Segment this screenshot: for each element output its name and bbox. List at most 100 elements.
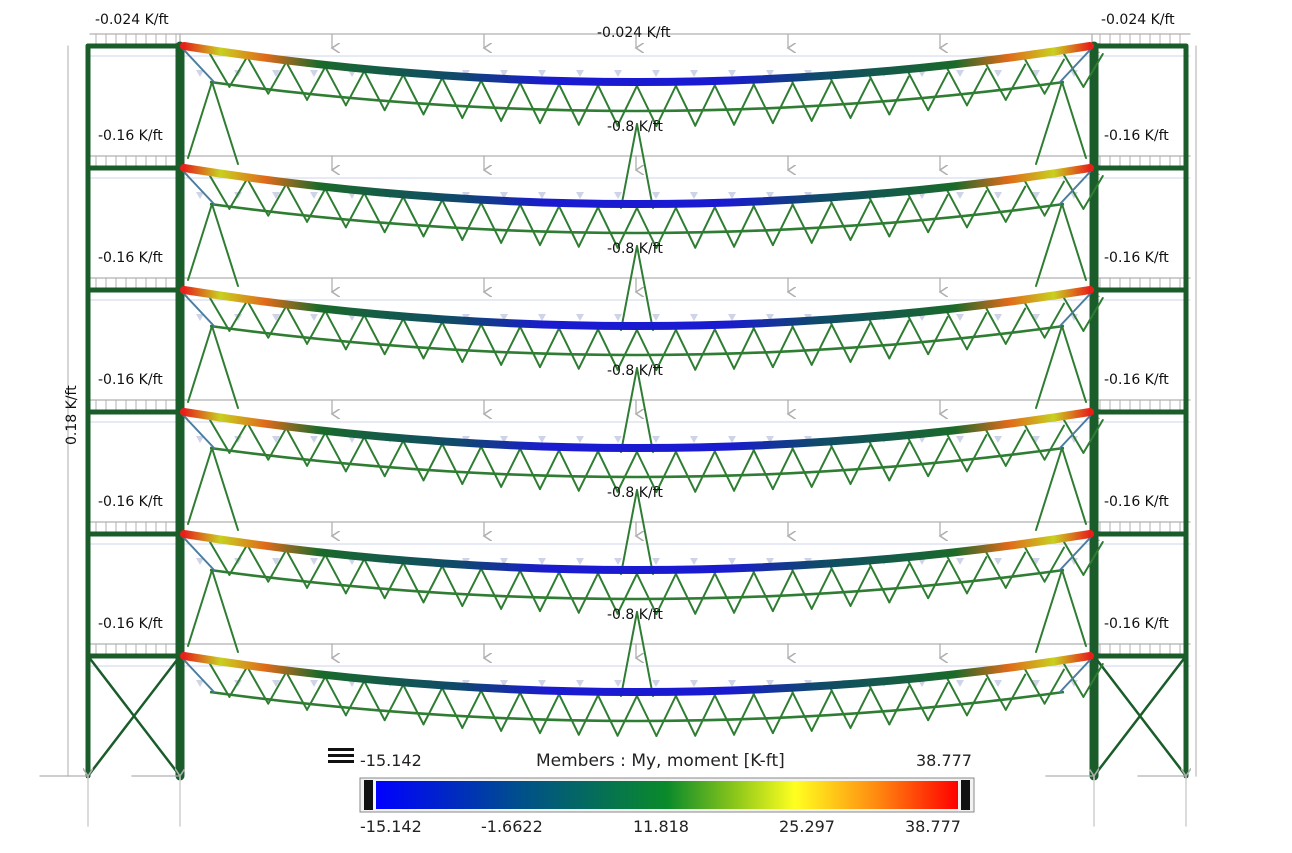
load-arrow-faint (310, 436, 318, 443)
truss-web (344, 556, 367, 595)
load-arrow-faint (956, 436, 964, 443)
truss-strut (211, 447, 239, 531)
truss-strut (1035, 325, 1063, 409)
truss-web (655, 85, 677, 127)
brace (86, 654, 182, 778)
legend-tick: -15.142 (360, 817, 422, 836)
load-arrow-faint (538, 436, 546, 443)
truss-web (480, 324, 503, 366)
load-arrow-faint (500, 680, 508, 687)
truss-web (733, 571, 755, 614)
truss-strut (1035, 447, 1063, 531)
truss-web (1043, 180, 1065, 217)
truss-web (616, 694, 638, 737)
truss-web (694, 694, 716, 737)
load-arrow-faint (196, 192, 204, 199)
truss-web (597, 328, 619, 371)
truss-web (325, 68, 347, 107)
menu-icon[interactable] (328, 748, 354, 763)
load-arrow-faint (1032, 70, 1040, 77)
load-arrow-faint (500, 70, 508, 77)
truss-web (441, 322, 464, 363)
truss-web (1004, 185, 1027, 223)
truss-web (228, 175, 250, 210)
truss-strut (1035, 81, 1063, 165)
load-arrow-faint (1032, 680, 1040, 687)
truss-web (771, 692, 794, 735)
truss-web (209, 53, 231, 88)
truss-web (927, 682, 949, 722)
truss-web (306, 307, 328, 345)
truss-web (907, 72, 930, 112)
truss-web (209, 663, 231, 698)
floor-load-right-label: -0.16 K/ft (1104, 372, 1169, 388)
truss-web (461, 444, 483, 485)
truss-web (577, 449, 600, 492)
load-arrow-faint (690, 436, 698, 443)
truss-web (965, 190, 988, 229)
truss-web (636, 207, 658, 249)
truss-web (713, 571, 736, 614)
load-arrow-faint (1070, 436, 1078, 443)
legend-min-handle[interactable] (364, 780, 373, 810)
truss-web (422, 685, 444, 726)
load-arrow-faint (500, 192, 508, 199)
load-arrow-faint (728, 314, 736, 321)
truss-web (247, 180, 270, 217)
load-arrow-faint (310, 314, 318, 321)
truss-web (228, 53, 250, 88)
legend-max-handle[interactable] (961, 780, 970, 810)
load-arrow-faint (310, 680, 318, 687)
truss-web (577, 83, 600, 126)
truss-web (500, 446, 522, 488)
truss-web (422, 319, 444, 360)
truss-web (771, 82, 794, 125)
load-arrow-faint (956, 192, 964, 199)
truss-web (538, 204, 561, 247)
truss-web (616, 328, 638, 371)
truss-web (694, 84, 716, 127)
truss-web (927, 438, 949, 478)
truss-end-diagonal (183, 293, 215, 327)
truss-web (247, 58, 270, 95)
truss-web (849, 444, 871, 485)
truss-web (636, 85, 658, 127)
truss-web (597, 694, 619, 737)
truss-web (674, 84, 697, 127)
frame-structure (39, 33, 1197, 827)
load-arrow-faint (690, 558, 698, 565)
truss-web (306, 551, 328, 589)
truss-web (927, 194, 949, 234)
load-arrow-faint (500, 436, 508, 443)
truss-web (1004, 307, 1027, 345)
truss-web (286, 429, 309, 467)
truss-web (965, 68, 988, 107)
truss-web (791, 568, 813, 610)
truss-web (247, 546, 270, 583)
floor-load-left-label: -0.16 K/ft (98, 128, 163, 144)
floor-load-center-label: -0.8 K/ft (607, 485, 663, 501)
truss-web (1082, 297, 1104, 332)
truss-web (1043, 668, 1065, 705)
legend-title: Members : My, moment [K-ft] (536, 751, 785, 771)
truss-web (267, 546, 289, 583)
truss-web (441, 566, 464, 607)
load-arrow-faint (1070, 70, 1078, 77)
load-arrow-faint (196, 436, 204, 443)
truss-strut (211, 325, 239, 409)
truss-web (577, 205, 600, 248)
truss-web (228, 663, 250, 698)
center-hanger (636, 245, 654, 331)
truss-web (946, 190, 968, 229)
truss-web (1063, 541, 1085, 576)
load-arrow-faint (538, 70, 546, 77)
truss-web (1063, 663, 1085, 698)
truss-web (597, 206, 619, 249)
floor-load-left-label: -0.16 K/ft (98, 494, 163, 510)
center-hanger (636, 367, 654, 453)
truss-web (1004, 551, 1027, 589)
truss-web (1004, 429, 1027, 467)
truss-web (1024, 180, 1046, 217)
load-arrow-faint (766, 436, 774, 443)
truss-web (888, 441, 910, 482)
